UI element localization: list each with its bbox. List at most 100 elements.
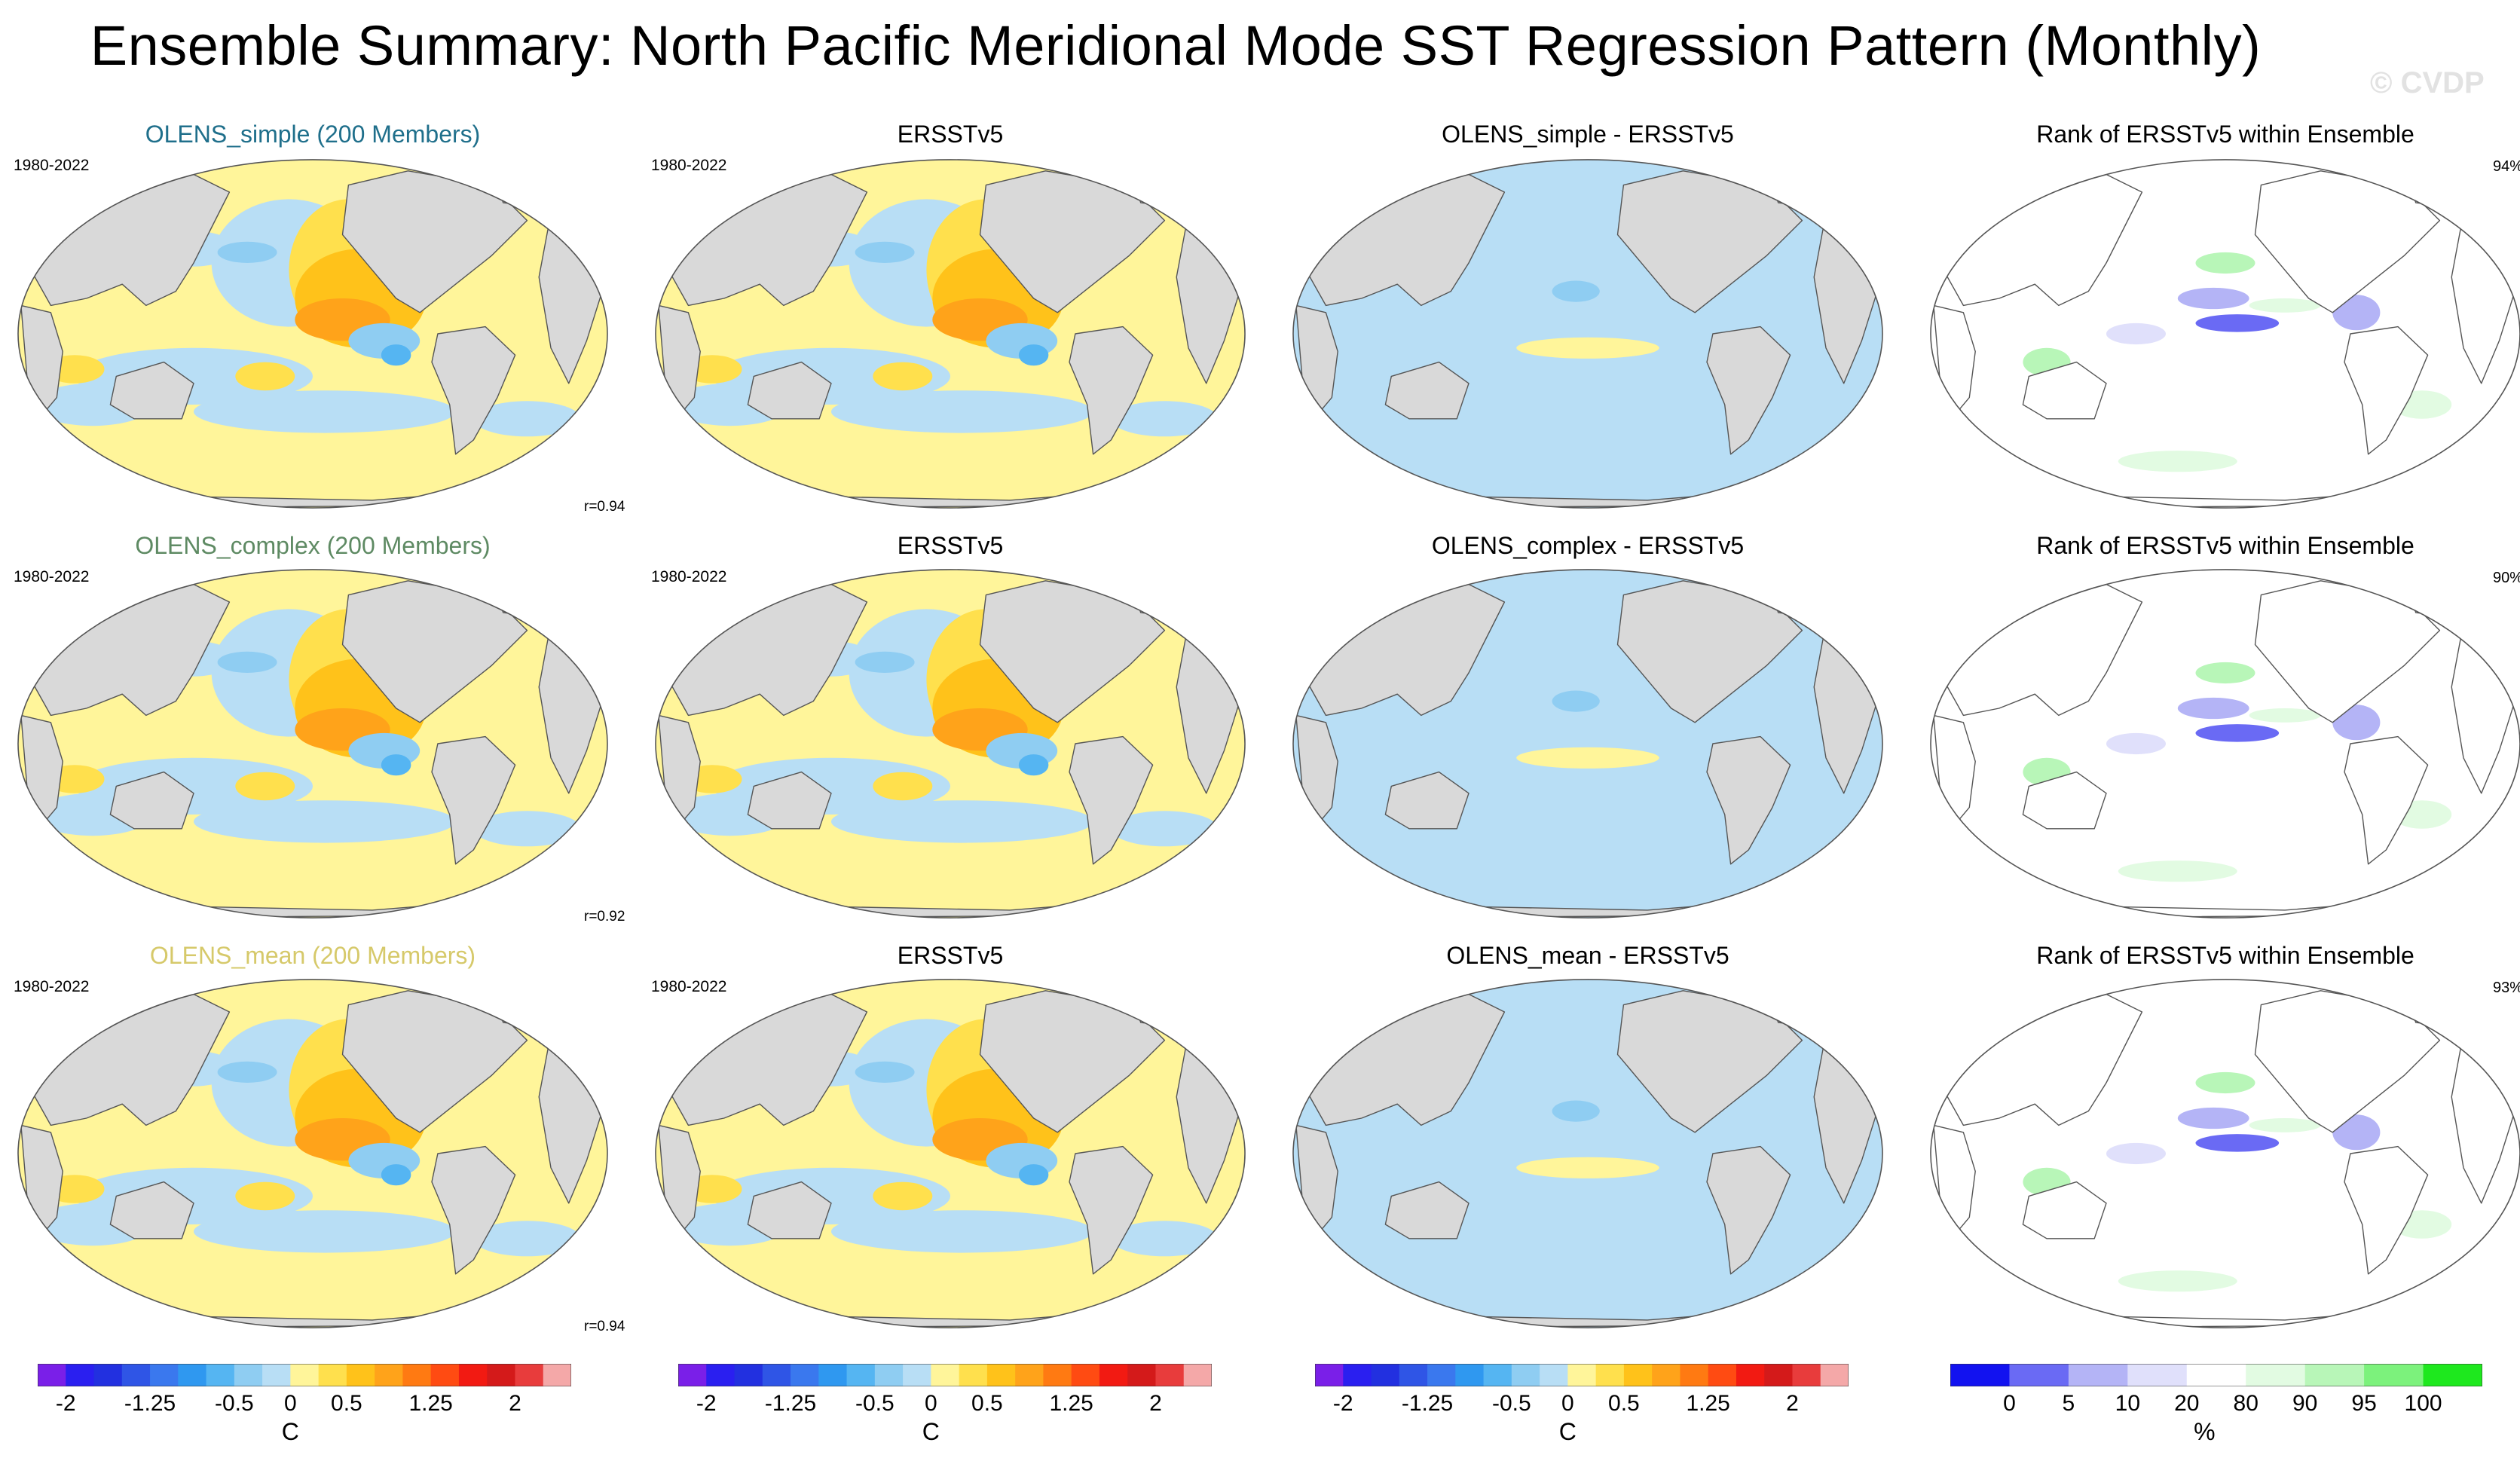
land-mass — [747, 1181, 832, 1239]
pattern-correlation: r=0.94 — [584, 1319, 625, 1334]
colorbar-swatch — [402, 1364, 432, 1386]
anomaly-region — [1516, 337, 1659, 359]
anomaly-region — [217, 241, 277, 263]
map-border — [1292, 159, 1883, 509]
years-label: 1980-2022 — [651, 978, 727, 995]
anomaly-region — [473, 401, 581, 437]
colorbar-tick-label: -1.25 — [764, 1391, 817, 1416]
colorbar-swatch — [2127, 1364, 2188, 1386]
obs-map-container — [653, 157, 1248, 515]
colorbar-swatch — [1623, 1364, 1653, 1386]
colorbar-swatch — [1595, 1364, 1625, 1386]
anomaly-region — [2177, 1107, 2249, 1129]
anomaly-region — [1111, 401, 1219, 437]
colorbar-swatch — [346, 1364, 375, 1386]
anomaly-region — [2195, 662, 2255, 684]
colorbar-tick-label: 0.5 — [331, 1391, 362, 1416]
land-mass — [431, 326, 516, 455]
colorbar-swatch — [1371, 1364, 1400, 1386]
land-mass — [109, 1181, 194, 1239]
colorbar-tick-label: 80 — [2233, 1391, 2259, 1416]
anomaly-region — [1451, 1160, 1784, 1232]
anomaly-region — [1018, 1164, 1049, 1186]
map-border — [655, 159, 1246, 509]
colorbar-swatch — [543, 1364, 572, 1386]
anomaly-region — [217, 1061, 277, 1083]
colorbar-unit: C — [922, 1418, 940, 1445]
diff-map-container — [1290, 977, 1885, 1334]
map-border — [1930, 979, 2520, 1328]
colorbar-swatch — [150, 1364, 179, 1386]
ensemble-map-container — [15, 157, 610, 515]
colorbar-tick-label: -1.25 — [1401, 1391, 1454, 1416]
obs-map-3 — [655, 979, 1246, 1328]
anomaly-region — [217, 651, 277, 673]
colorbar-swatch — [38, 1364, 66, 1386]
colorbar-tick-label: 2 — [509, 1391, 521, 1416]
rank-percent: 90% — [2493, 570, 2520, 586]
rank-map-container — [1928, 567, 2520, 925]
anomaly-region — [873, 362, 933, 391]
rank-map-container — [1928, 977, 2520, 1334]
rank-panel-title-3: Rank of ERSSTv5 within Ensemble — [2036, 942, 2414, 969]
colorbar-tick-label: 1.25 — [1686, 1391, 1730, 1416]
years-label: 1980-2022 — [651, 157, 727, 174]
years-label: 1980-2022 — [651, 568, 727, 585]
anomaly-region — [194, 1210, 456, 1253]
land-mass — [747, 771, 832, 830]
colorbar-swatch — [1540, 1364, 1568, 1386]
map-border — [1292, 979, 1883, 1328]
colorbar-tick-label: -1.25 — [124, 1391, 176, 1416]
colorbar-tick-label: 2 — [1149, 1391, 1162, 1416]
land-mass — [2344, 735, 2429, 865]
anomaly-region — [2249, 298, 2321, 313]
anomaly-region — [2195, 314, 2280, 332]
colorbar-tick-label: -2 — [55, 1391, 76, 1416]
anomaly-region — [1111, 811, 1219, 847]
rank-map-container — [1928, 157, 2520, 515]
obs-panel-title-3: ERSSTv5 — [897, 942, 1004, 969]
colorbar-swatch — [678, 1364, 707, 1386]
colorbar-tick-label: -2 — [1332, 1391, 1353, 1416]
colorbar-swatch — [1567, 1364, 1597, 1386]
colorbar-swatch — [1043, 1364, 1072, 1386]
colorbar-swatch — [375, 1364, 403, 1386]
anomaly-region — [1552, 1100, 1600, 1122]
sst-colorbar — [677, 1363, 1213, 1390]
anomaly-region — [2177, 287, 2249, 310]
colorbar-swatch — [874, 1364, 904, 1386]
colorbar-unit: % — [2194, 1418, 2216, 1445]
anomaly-region — [1111, 1221, 1219, 1257]
land-mass — [1069, 735, 1154, 865]
ensemble-map-container — [15, 977, 610, 1334]
land-mass — [1384, 771, 1469, 830]
anomaly-region — [2118, 1270, 2237, 1292]
rank-map-2 — [1930, 569, 2520, 919]
ensemble-map-container — [15, 567, 610, 925]
colorbar-swatch — [734, 1364, 763, 1386]
colorbar-swatch — [178, 1364, 207, 1386]
colorbar-swatch — [846, 1364, 876, 1386]
anomaly-region — [194, 390, 456, 433]
land-mass — [2344, 1145, 2429, 1275]
colorbar-tick-label: 0 — [284, 1391, 297, 1416]
colorbar-swatch — [66, 1364, 95, 1386]
anomaly-region — [381, 1164, 411, 1186]
anomaly-region — [855, 241, 915, 263]
colorbar-swatch — [959, 1364, 988, 1386]
anomaly-region — [2195, 724, 2280, 742]
colorbar-swatch — [1099, 1364, 1128, 1386]
colorbar-swatch — [1455, 1364, 1485, 1386]
colorbar-swatch — [458, 1364, 488, 1386]
anomaly-region — [831, 800, 1093, 843]
colorbar-swatch — [903, 1364, 931, 1386]
anomaly-region — [1498, 665, 1618, 723]
colorbar-swatch — [791, 1364, 819, 1386]
colorbar-swatch — [262, 1364, 291, 1386]
map-border — [17, 569, 608, 919]
years-label: 1980-2022 — [14, 157, 90, 174]
pattern-correlation: r=0.94 — [584, 499, 625, 515]
colorbar-swatch — [318, 1364, 347, 1386]
rank-map-1 — [1930, 159, 2520, 509]
obs-panel-title-2: ERSSTv5 — [897, 532, 1004, 559]
